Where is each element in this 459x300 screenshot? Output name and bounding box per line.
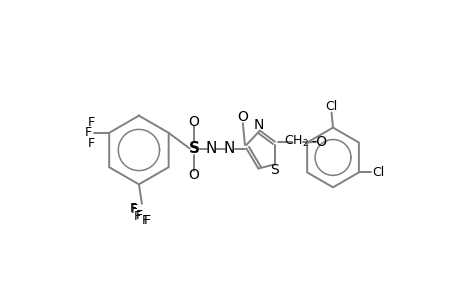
Text: O: O: [188, 168, 199, 182]
Text: -O: -O: [311, 135, 327, 148]
Text: F: F: [129, 202, 136, 215]
Text: N: N: [223, 141, 235, 156]
Text: Cl: Cl: [371, 166, 384, 179]
Text: Cl: Cl: [325, 100, 337, 113]
Text: N: N: [253, 118, 264, 132]
Text: N: N: [205, 141, 216, 156]
Text: S: S: [270, 163, 279, 177]
Text: F: F: [143, 214, 151, 227]
Text: F: F: [88, 116, 95, 129]
Text: F: F: [88, 137, 95, 150]
Text: F: F: [134, 210, 141, 223]
Text: F: F: [131, 203, 138, 216]
Text: F: F: [142, 214, 149, 227]
Text: S: S: [188, 141, 199, 156]
Text: O: O: [237, 110, 248, 124]
Text: F: F: [135, 209, 142, 222]
Text: O: O: [188, 115, 199, 129]
Text: F: F: [84, 126, 92, 139]
Text: CH$_2$: CH$_2$: [284, 134, 308, 149]
